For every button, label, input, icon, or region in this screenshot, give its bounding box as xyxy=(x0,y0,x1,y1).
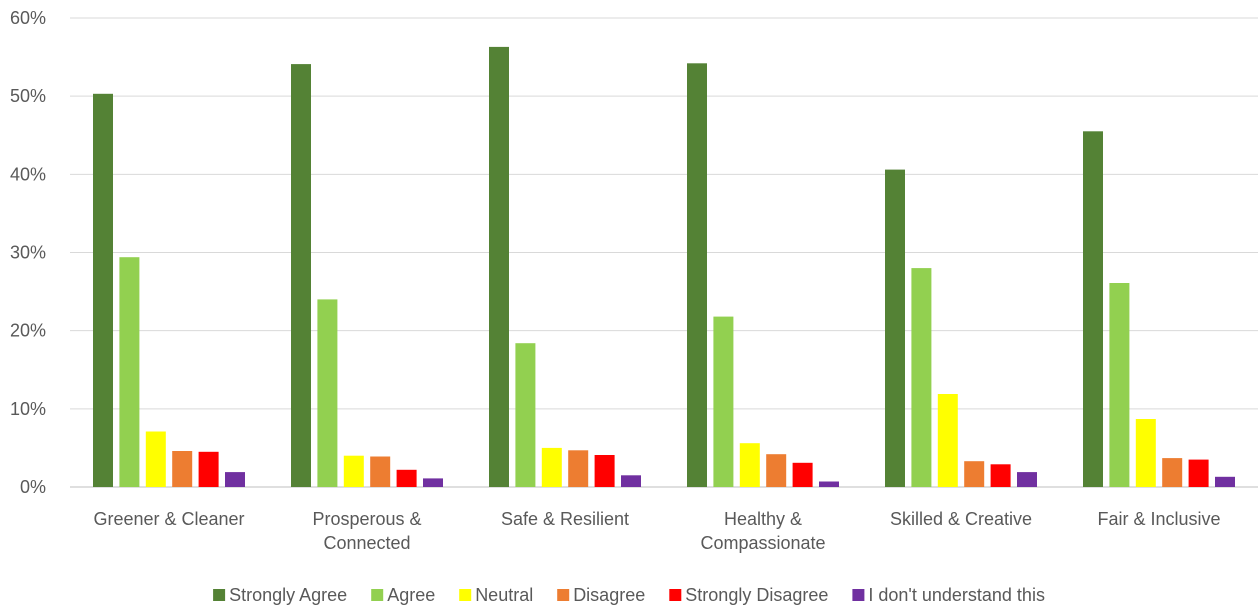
y-tick-label: 0% xyxy=(20,477,46,497)
bar xyxy=(541,447,562,487)
legend-item: Strongly Disagree xyxy=(669,585,828,605)
bar xyxy=(396,469,417,487)
bar xyxy=(1017,472,1037,487)
x-axis: Greener & Cleaner Prosperous & Connected Sa… xyxy=(93,509,1220,553)
bar xyxy=(568,450,589,487)
y-axis: 0% 10% 20% 30% 40% 50% 60% xyxy=(10,8,46,497)
bar xyxy=(819,481,839,487)
legend-swatch xyxy=(459,589,472,601)
legend-label: Strongly Agree xyxy=(229,585,347,605)
bar xyxy=(489,46,509,488)
x-tick-label: Healthy & xyxy=(724,509,802,529)
bar xyxy=(713,316,734,487)
bar xyxy=(885,169,905,487)
bar xyxy=(225,472,245,487)
bar xyxy=(1135,419,1156,487)
y-tick-label: 40% xyxy=(10,164,46,184)
bar xyxy=(1215,476,1235,487)
legend-label: Disagree xyxy=(573,585,645,605)
bar xyxy=(687,63,707,488)
x-tick-label: Safe & Resilient xyxy=(501,509,629,529)
legend-label: Strongly Disagree xyxy=(685,585,828,605)
bar xyxy=(1083,131,1103,488)
bar xyxy=(964,461,985,487)
legend-label: I don't understand this xyxy=(868,585,1045,605)
bar xyxy=(1188,459,1209,487)
bar xyxy=(621,475,641,487)
legend-item: Strongly Agree xyxy=(213,585,347,605)
x-tick-label: Skilled & Creative xyxy=(890,509,1032,529)
bar xyxy=(172,451,193,487)
legend-item: Neutral xyxy=(459,585,533,605)
bar xyxy=(198,451,219,487)
bar xyxy=(594,455,615,487)
bar xyxy=(423,478,443,487)
bar xyxy=(1109,283,1130,487)
y-tick-label: 60% xyxy=(10,8,46,28)
x-tick-label: Connected xyxy=(323,533,410,553)
y-tick-label: 30% xyxy=(10,243,46,263)
y-tick-label: 50% xyxy=(10,86,46,106)
bar xyxy=(93,93,113,488)
gridlines xyxy=(70,17,1258,488)
legend-label: Neutral xyxy=(475,585,533,605)
legend-item: Disagree xyxy=(557,585,645,605)
bar xyxy=(291,64,311,487)
bar xyxy=(911,268,932,487)
bar xyxy=(990,464,1011,487)
x-tick-label: Prosperous & xyxy=(312,509,421,529)
x-tick-label: Fair & Inclusive xyxy=(1097,509,1220,529)
bar xyxy=(937,394,958,487)
legend-swatch xyxy=(669,589,682,601)
bar xyxy=(343,455,364,487)
bar xyxy=(792,462,813,487)
bar xyxy=(370,456,391,487)
bar xyxy=(1162,458,1183,487)
legend-swatch xyxy=(557,589,570,601)
bar xyxy=(317,299,338,487)
legend: Strongly Agree Agree Neutral Disagree Strong… xyxy=(213,585,1045,605)
bar xyxy=(145,431,166,487)
legend-label: Agree xyxy=(387,585,435,605)
legend-swatch xyxy=(852,589,865,601)
legend-item: Agree xyxy=(371,585,435,605)
x-tick-label: Greener & Cleaner xyxy=(93,509,244,529)
y-tick-label: 20% xyxy=(10,321,46,341)
bar xyxy=(766,454,787,487)
legend-swatch xyxy=(371,589,384,601)
x-tick-label: Compassionate xyxy=(700,533,825,553)
bars xyxy=(93,46,1235,488)
legend-swatch xyxy=(213,589,226,601)
bar xyxy=(739,443,760,487)
bar xyxy=(515,343,536,487)
legend-item: I don't understand this xyxy=(852,585,1045,605)
y-tick-label: 10% xyxy=(10,399,46,419)
bar xyxy=(119,257,140,487)
